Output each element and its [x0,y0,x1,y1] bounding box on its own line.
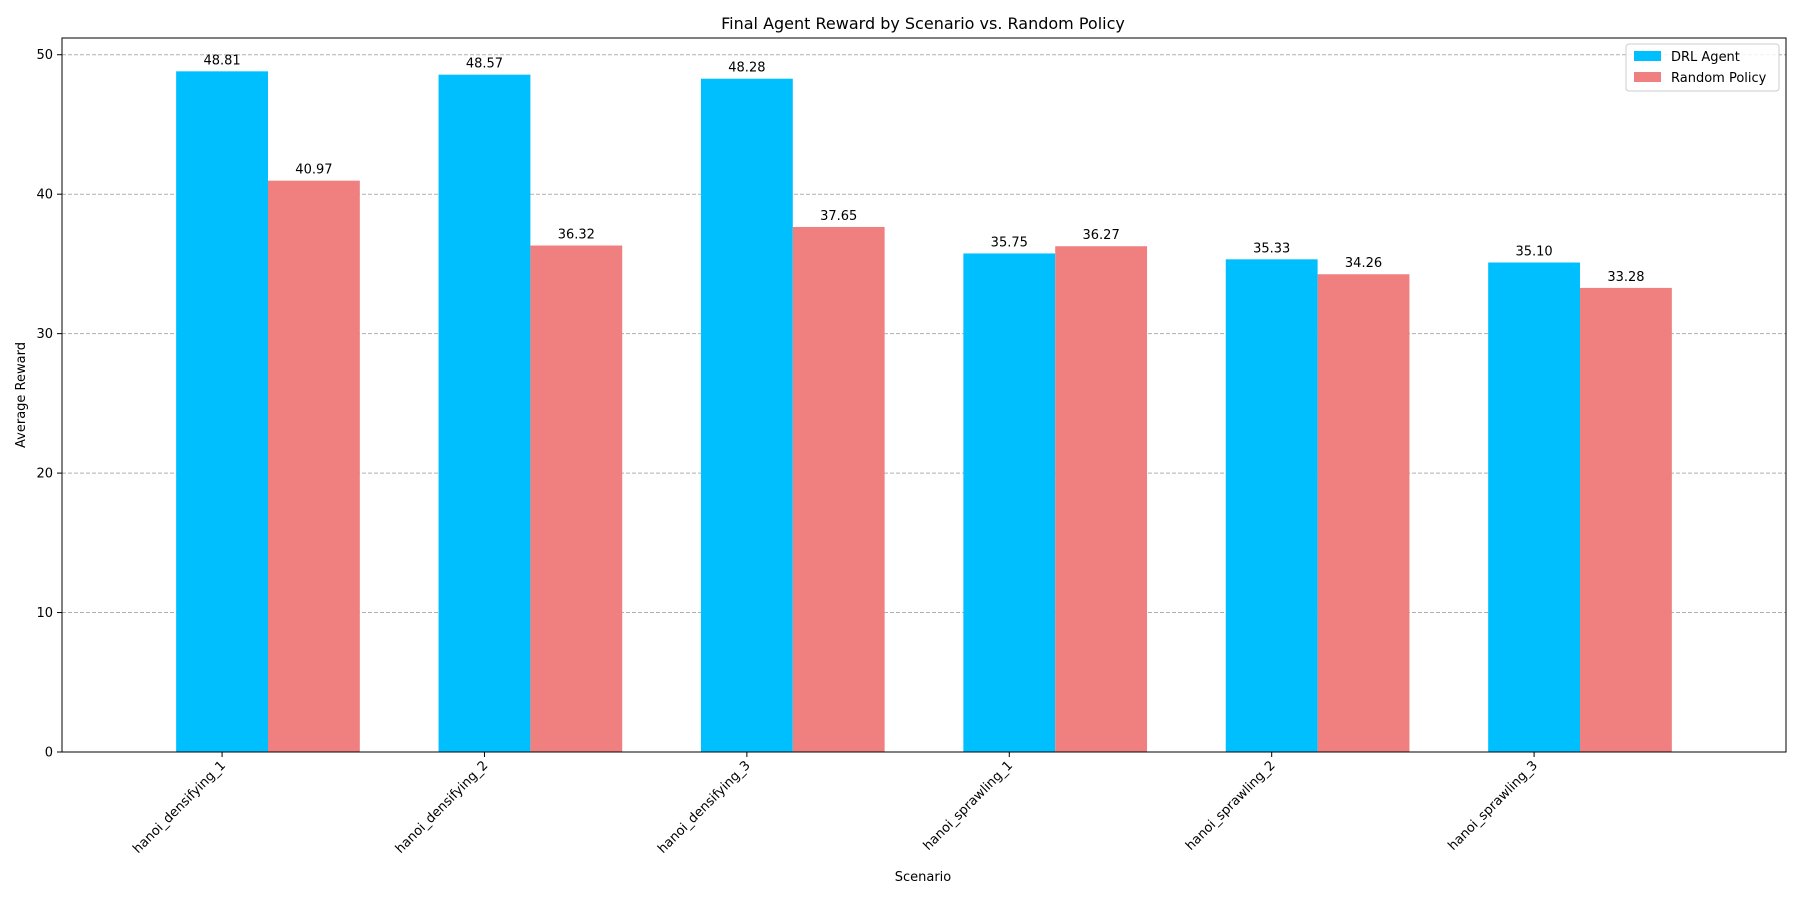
bar-drl-agent [176,71,268,753]
y-tick-label: 40 [36,188,53,203]
x-tick-label: hanoi_densifying_2 [393,758,492,857]
bar-drl-agent [438,74,531,753]
bar-random-policy [530,245,623,752]
y-tick-label: 30 [36,327,53,342]
bar-drl-agent [1225,259,1318,752]
bar-value-label: 48.81 [203,53,240,68]
bar-value-label: 34.26 [1345,256,1382,271]
bar-value-label: 48.57 [466,57,503,72]
bar-drl-agent [700,78,793,752]
legend: DRL Agent Random Policy [1625,43,1780,92]
bar-random-policy [1580,287,1672,752]
bar-random-policy [267,180,360,753]
y-tick-label: 50 [36,48,53,63]
bar-random-policy [792,226,885,752]
bar-random-policy [1317,274,1410,752]
bar-value-label: 35.10 [1515,245,1552,260]
bar-value-label: 35.75 [991,235,1028,250]
y-axis-label: Average Reward [14,342,29,448]
chart-title: Final Agent Reward by Scenario vs. Rando… [721,14,1125,33]
x-axis-label: Scenario [895,870,952,885]
x-tick-label: hanoi_densifying_3 [655,758,754,857]
y-tick-label: 10 [36,606,53,621]
bar-value-label: 36.32 [558,228,595,243]
bar-value-label: 33.28 [1607,270,1644,285]
bar-value-label: 35.33 [1253,241,1290,256]
bar-drl-agent [1488,262,1581,752]
x-tick-label: hanoi_sprawling_1 [921,758,1016,853]
x-tick-label: hanoi_sprawling_2 [1183,758,1278,853]
plot-frame [61,37,1787,753]
bar-value-label: 40.97 [295,163,332,178]
legend-box [1625,43,1780,92]
y-tick-label: 20 [36,467,53,482]
bar-value-label: 48.28 [728,61,765,76]
bar-random-policy [1055,246,1148,752]
bar-value-label: 36.27 [1083,228,1120,243]
legend-label: Random Policy [1671,71,1767,86]
bars [176,71,1672,753]
legend-label: DRL Agent [1671,50,1740,65]
legend-swatch-drl-agent [1634,51,1661,61]
x-tick-label: hanoi_sprawling_3 [1445,758,1540,853]
bar-value-labels: 48.81 48.57 48.28 35.75 35.33 35.10 40.97 36.32… [203,53,1644,285]
bar-drl-agent [963,253,1056,752]
legend-swatch-random-policy [1634,72,1661,82]
x-tick-label: hanoi_densifying_1 [130,758,229,857]
bar-value-label: 37.65 [820,209,857,224]
y-tick-label: 0 [45,746,53,761]
